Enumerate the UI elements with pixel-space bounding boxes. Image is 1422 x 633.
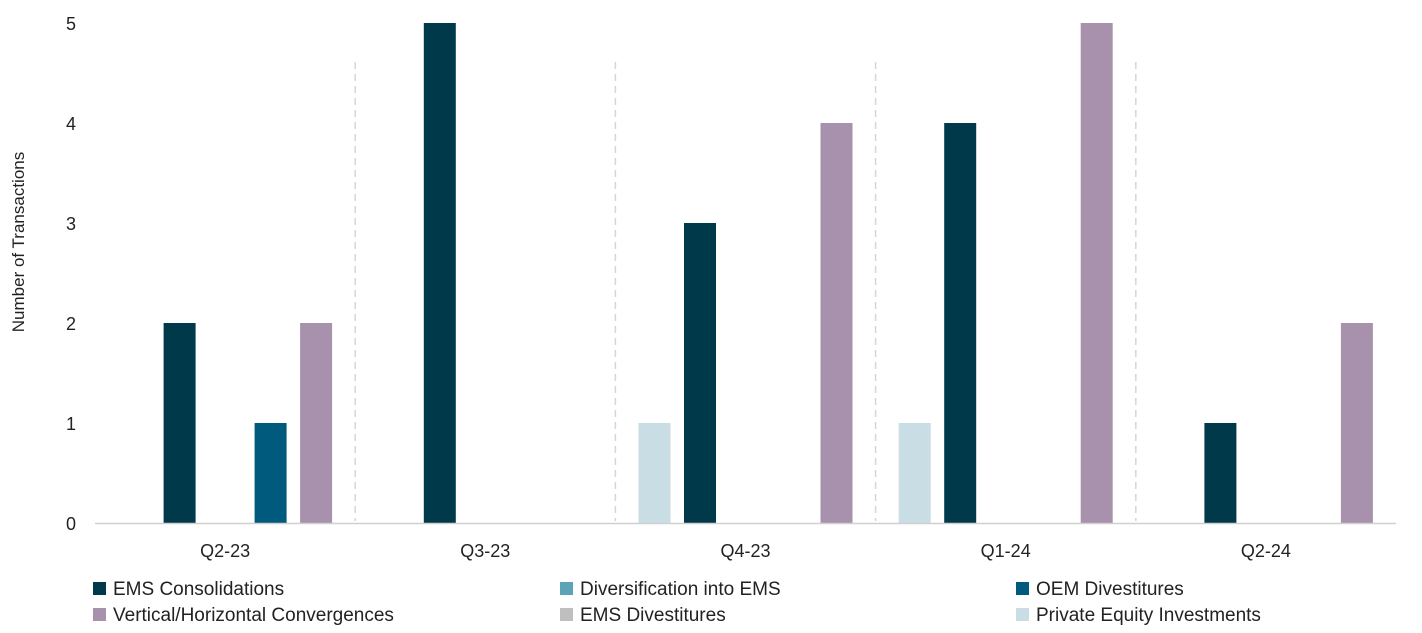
category-separators (354, 62, 1137, 521)
legend-label: EMS Divestitures (580, 605, 726, 626)
legend-item: EMS Consolidations (93, 579, 284, 600)
legend-item: Private Equity Investments (1016, 605, 1261, 626)
x-tick-label: Q4-23 (720, 541, 770, 561)
y-tick-label: 4 (66, 114, 76, 134)
legend-item: OEM Divestitures (1016, 579, 1184, 600)
y-tick-label: 1 (66, 414, 76, 434)
legend-item: EMS Divestitures (560, 605, 726, 626)
x-tick-label: Q2-24 (1241, 541, 1291, 561)
y-tick-label: 5 (66, 14, 76, 34)
y-tick-label: 0 (66, 514, 76, 534)
legend-swatch (93, 608, 106, 621)
y-axis-title: Number of Transactions (9, 152, 28, 332)
legend-swatch (93, 582, 106, 595)
legend-label: EMS Consolidations (113, 579, 284, 600)
bar (1340, 323, 1373, 523)
legend-label: Diversification into EMS (580, 579, 781, 600)
y-tick-label: 2 (66, 314, 76, 334)
legend-swatch (1016, 582, 1029, 595)
y-tick-label: 3 (66, 214, 76, 234)
bar (254, 423, 287, 523)
bar (163, 323, 196, 523)
legend-label: Private Equity Investments (1036, 605, 1261, 626)
legend-swatch (560, 608, 573, 621)
bar (944, 123, 977, 523)
x-tick-label: Q1-24 (981, 541, 1031, 561)
bar (1080, 23, 1113, 523)
legend-label: Vertical/Horizontal Convergences (113, 605, 394, 626)
legend: EMS Consolidations Diversification into E… (93, 579, 1261, 626)
legend-item: Diversification into EMS (560, 579, 781, 600)
bar (638, 423, 671, 523)
bars (163, 23, 1373, 523)
bar (1204, 423, 1237, 523)
bar (684, 223, 716, 523)
x-tick-label: Q3-23 (460, 541, 510, 561)
bar (820, 123, 853, 523)
legend-swatch (1016, 608, 1029, 621)
legend-item: Vertical/Horizontal Convergences (93, 605, 394, 626)
bar (423, 23, 456, 523)
bar (300, 323, 333, 523)
y-axis-ticks: 0 1 2 3 4 5 (66, 14, 76, 534)
legend-swatch (560, 582, 573, 595)
x-tick-label: Q2-23 (200, 541, 250, 561)
bar (898, 423, 931, 523)
legend-label: OEM Divestitures (1036, 579, 1184, 600)
x-axis-ticks: Q2-23 Q3-23 Q4-23 Q1-24 Q2-24 (200, 541, 1291, 561)
